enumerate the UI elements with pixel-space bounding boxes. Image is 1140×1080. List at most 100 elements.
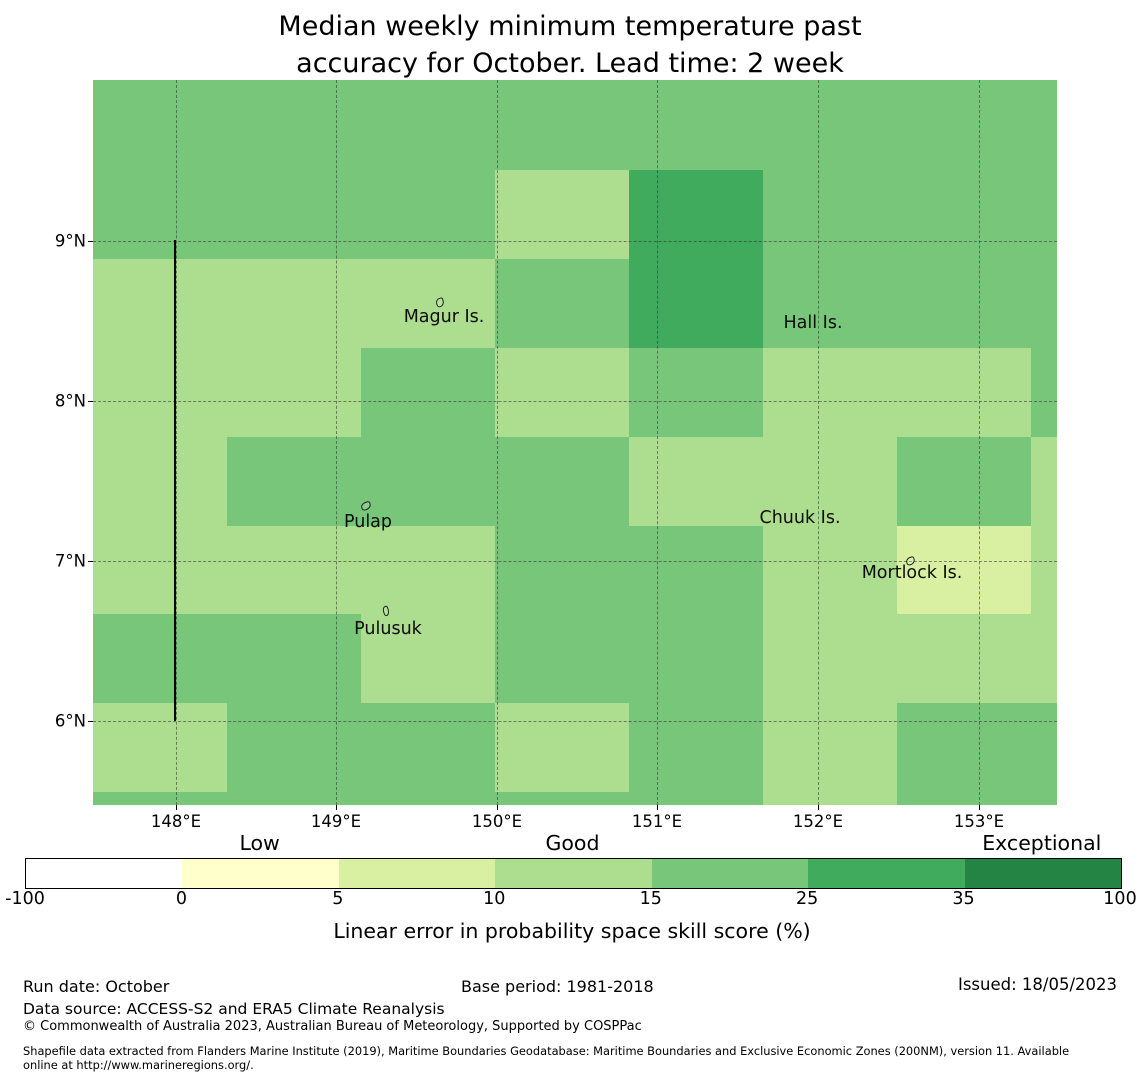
x-tick-label: 151°E xyxy=(631,812,683,831)
map-cell xyxy=(629,437,763,526)
map-cell xyxy=(1031,792,1057,805)
x-tick-label: 153°E xyxy=(953,812,1005,831)
map-cell xyxy=(93,437,227,526)
map-cell xyxy=(1031,614,1057,703)
colorbar-tick-label: 100 xyxy=(1103,889,1137,909)
map-cell xyxy=(763,703,897,792)
map-cell xyxy=(361,348,495,437)
colorbar-tick-label: 5 xyxy=(332,889,344,909)
shapefile-attribution-line2: online at http://www.marineregions.org/. xyxy=(23,1058,254,1072)
x-tick-label: 150°E xyxy=(471,812,523,831)
longitude-gridline xyxy=(979,80,980,805)
y-axis-tick xyxy=(88,241,93,242)
island-label: Magur Is. xyxy=(403,307,485,327)
map-cell xyxy=(629,526,763,614)
map-cell xyxy=(361,526,495,614)
x-tick-label: 149°E xyxy=(310,812,362,831)
map-cell xyxy=(495,703,629,792)
copyright-text: © Commonwealth of Australia 2023, Austra… xyxy=(23,1019,642,1034)
longitude-gridline xyxy=(176,80,177,805)
map-cell xyxy=(495,170,629,259)
map-cell xyxy=(361,703,495,792)
map-cell xyxy=(1031,348,1057,437)
shapefile-attribution-line1: Shapefile data extracted from Flanders M… xyxy=(23,1044,1070,1058)
colorbar-segment xyxy=(182,859,339,888)
latitude-gridline xyxy=(93,561,1057,562)
longitude-gridline xyxy=(336,80,337,805)
island-label: Chuuk Is. xyxy=(759,508,841,528)
map-cell xyxy=(897,703,1031,792)
run-date-text: Run date: October xyxy=(23,977,170,996)
map-cell xyxy=(495,80,629,170)
map-cell xyxy=(897,259,1031,348)
colorbar-segment xyxy=(495,859,652,888)
latitude-gridline xyxy=(93,401,1057,402)
map-cell xyxy=(897,614,1031,703)
map-cell xyxy=(93,614,227,703)
island-label: Mortlock Is. xyxy=(861,563,963,583)
eez-boundary-line xyxy=(174,240,176,721)
map-cell xyxy=(897,80,1031,170)
map-cell xyxy=(1031,170,1057,259)
map-cell xyxy=(361,614,495,703)
map-cell xyxy=(629,792,763,805)
island-label: Pulusuk xyxy=(354,619,422,639)
latitude-gridline xyxy=(93,721,1057,722)
map-cell xyxy=(1031,526,1057,614)
chart-title: Median weekly minimum temperature past a… xyxy=(0,8,1140,82)
map-cell xyxy=(495,348,629,437)
map-cell xyxy=(897,348,1031,437)
x-tick-label: 152°E xyxy=(792,812,844,831)
map-cell xyxy=(897,526,1031,614)
map-cell xyxy=(763,614,897,703)
y-tick-label: 8°N xyxy=(54,391,86,411)
colorbar-tick-label: 15 xyxy=(639,889,662,909)
map-cell xyxy=(1031,80,1057,170)
map-cell xyxy=(1031,259,1057,348)
colorbar-segment xyxy=(808,859,965,888)
map-cell xyxy=(227,348,361,437)
colorbar-segment xyxy=(964,859,1121,888)
colorbar-segment xyxy=(26,859,183,888)
map-cell xyxy=(227,703,361,792)
y-tick-label: 9°N xyxy=(54,231,86,251)
map-cell xyxy=(763,80,897,170)
colorbar-tick-label: 25 xyxy=(796,889,819,909)
map-cell xyxy=(763,170,897,259)
map-cell xyxy=(93,259,227,348)
map-cell xyxy=(93,80,227,170)
data-source-text: Data source: ACCESS-S2 and ERA5 Climate … xyxy=(23,1000,445,1018)
map-cell xyxy=(227,259,361,348)
map-cell xyxy=(93,348,227,437)
map-cell xyxy=(93,792,227,805)
x-tick-label: 148°E xyxy=(150,812,202,831)
map-cell xyxy=(629,614,763,703)
colorbar-category-label: Low xyxy=(239,831,280,855)
map-cell xyxy=(763,437,897,526)
latitude-gridline xyxy=(93,241,1057,242)
x-axis-tick xyxy=(497,805,498,810)
map-cell xyxy=(227,526,361,614)
map-cell xyxy=(361,170,495,259)
x-axis-tick xyxy=(176,805,177,810)
map-cell xyxy=(897,170,1031,259)
colorbar-tick-label: 0 xyxy=(175,889,187,909)
y-tick-label: 7°N xyxy=(54,551,86,571)
longitude-gridline xyxy=(818,80,819,805)
x-axis-tick xyxy=(657,805,658,810)
map-cell xyxy=(897,792,1031,805)
map-cell xyxy=(897,437,1031,526)
island-label: Pulap xyxy=(343,512,393,532)
base-period-text: Base period: 1981-2018 xyxy=(461,977,654,996)
map-cell xyxy=(361,792,495,805)
x-axis-tick xyxy=(336,805,337,810)
map-plot: Magur Is. Hall Is. Pulap Chuuk Is. Mortlock … xyxy=(93,80,1057,805)
map-cell xyxy=(361,80,495,170)
colorbar xyxy=(25,858,1122,889)
map-cell xyxy=(1031,703,1057,792)
map-cell xyxy=(227,170,361,259)
longitude-gridline xyxy=(497,80,498,805)
longitude-gridline xyxy=(657,80,658,805)
colorbar-axis-label: Linear error in probability space skill … xyxy=(333,919,811,943)
